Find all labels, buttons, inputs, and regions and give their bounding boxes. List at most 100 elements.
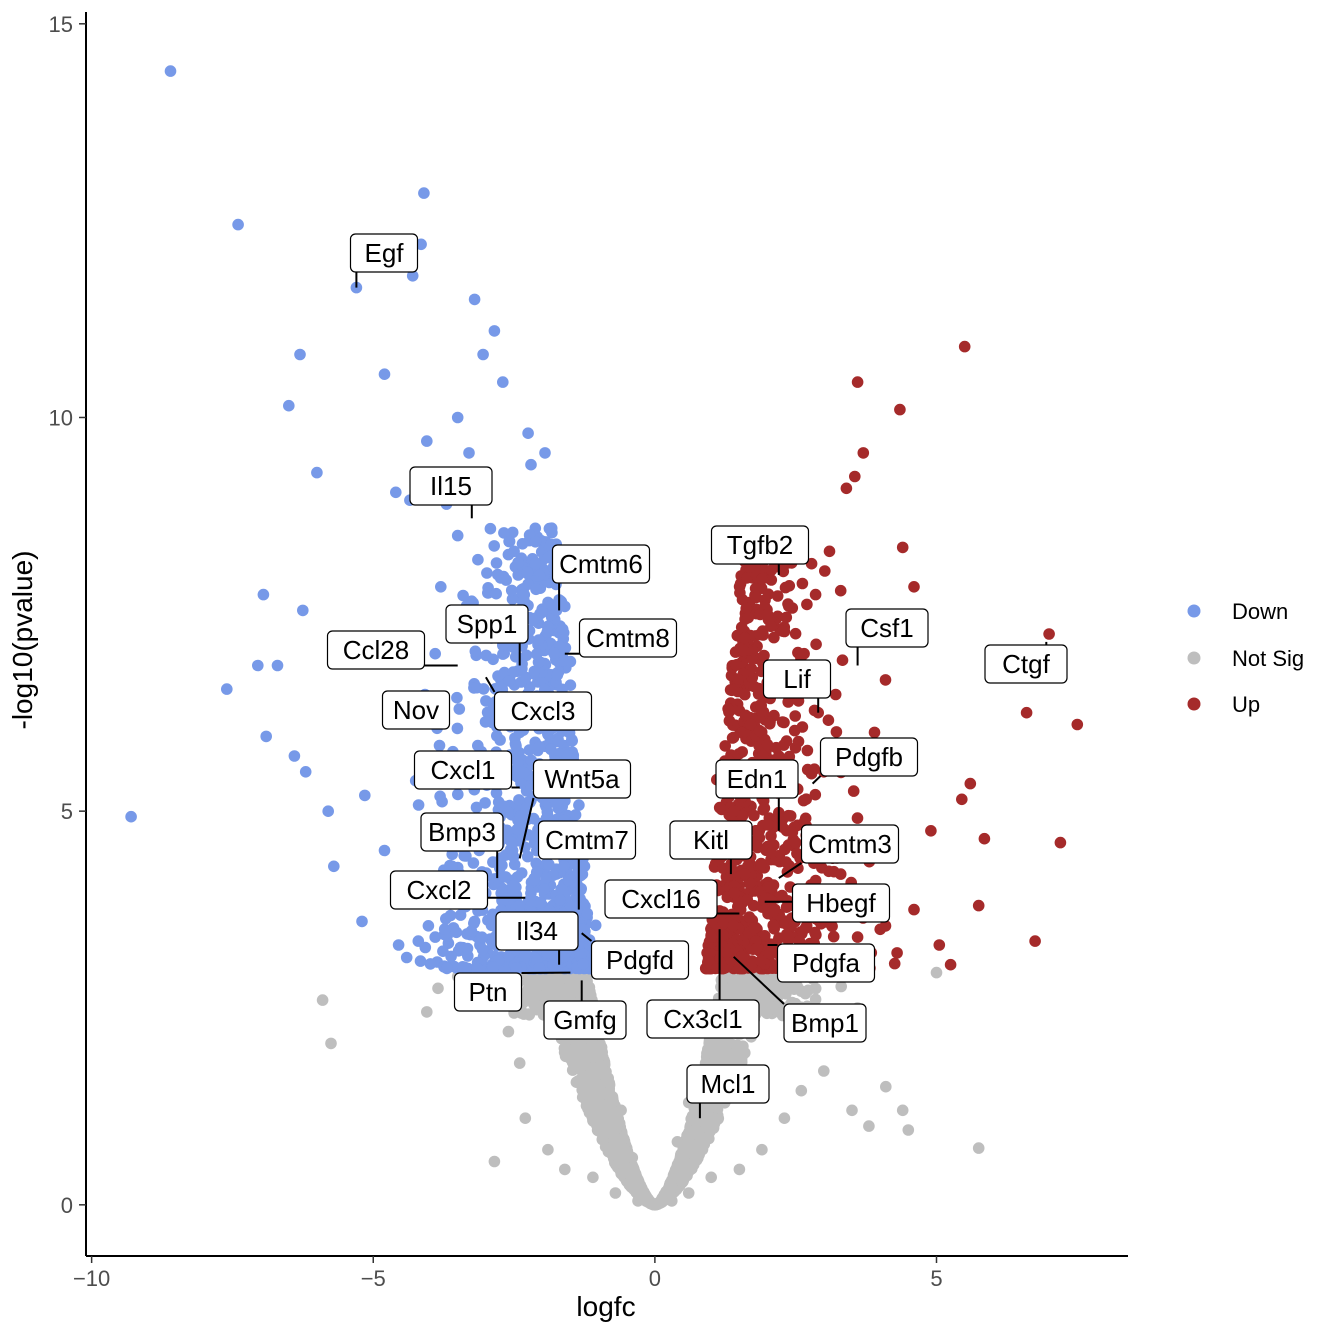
gene-label: Gmfg bbox=[543, 980, 627, 1040]
label-box bbox=[646, 999, 760, 1039]
data-point bbox=[487, 653, 499, 666]
data-point bbox=[526, 980, 539, 993]
data-point bbox=[519, 1112, 532, 1124]
gene-label: Bmp3 bbox=[420, 812, 504, 879]
data-point bbox=[745, 958, 758, 970]
gene-label-text: Kitl bbox=[693, 825, 729, 855]
label-box bbox=[532, 759, 632, 799]
data-point bbox=[731, 1040, 743, 1052]
data-point bbox=[733, 1163, 746, 1176]
data-point bbox=[479, 716, 492, 728]
data-point bbox=[538, 883, 550, 895]
data-point bbox=[762, 588, 775, 600]
legend-entry-up: Up bbox=[1187, 692, 1260, 717]
data-point bbox=[554, 894, 566, 906]
data-point bbox=[822, 714, 835, 726]
data-point bbox=[819, 565, 831, 577]
data-point bbox=[778, 739, 790, 751]
x-tick-label: −5 bbox=[361, 1266, 386, 1291]
data-point bbox=[773, 750, 785, 762]
data-point bbox=[746, 671, 759, 684]
legend-key bbox=[1187, 604, 1201, 618]
data-point bbox=[513, 794, 525, 806]
data-point bbox=[799, 987, 812, 1000]
label-box bbox=[715, 759, 799, 799]
data-point bbox=[789, 710, 801, 722]
label-box bbox=[389, 870, 489, 910]
data-point bbox=[505, 584, 518, 597]
data-point bbox=[297, 604, 309, 617]
data-point bbox=[579, 1091, 591, 1104]
data-point bbox=[392, 939, 405, 951]
data-point bbox=[891, 947, 903, 959]
data-point bbox=[523, 744, 536, 756]
data-point bbox=[753, 978, 766, 990]
label-leader-line bbox=[518, 797, 535, 859]
data-point bbox=[125, 810, 137, 823]
data-point bbox=[801, 744, 814, 757]
data-point bbox=[457, 589, 469, 602]
data-point bbox=[755, 857, 767, 870]
gene-label-text: Cxcl2 bbox=[406, 875, 471, 905]
data-point bbox=[570, 1076, 583, 1088]
data-point bbox=[418, 187, 430, 199]
label-box bbox=[984, 644, 1068, 684]
data-point bbox=[750, 591, 763, 604]
x-tick-label: −10 bbox=[73, 1266, 110, 1291]
data-point bbox=[487, 961, 500, 973]
data-point bbox=[299, 766, 312, 778]
data-point bbox=[964, 777, 977, 790]
data-point bbox=[739, 632, 751, 644]
data-point bbox=[727, 919, 740, 932]
gene-label: Csf1 bbox=[845, 608, 929, 666]
data-point bbox=[744, 877, 756, 889]
data-point bbox=[581, 907, 594, 920]
data-point bbox=[561, 749, 573, 762]
data-point bbox=[710, 1101, 723, 1114]
data-point bbox=[451, 722, 464, 735]
legend-entry-notsig: Not Sig bbox=[1187, 646, 1304, 671]
data-point bbox=[573, 799, 585, 811]
data-point bbox=[471, 681, 483, 694]
data-point bbox=[429, 931, 442, 943]
label-box bbox=[420, 812, 504, 852]
legend-key bbox=[1187, 697, 1201, 711]
label-box bbox=[349, 233, 419, 273]
data-point bbox=[540, 872, 552, 884]
data-point bbox=[528, 665, 541, 678]
data-point bbox=[908, 903, 920, 916]
data-point bbox=[792, 862, 804, 874]
data-point bbox=[510, 740, 522, 752]
label-box bbox=[409, 466, 493, 506]
data-point bbox=[896, 1104, 909, 1117]
data-point bbox=[626, 1151, 639, 1164]
data-point bbox=[829, 688, 842, 701]
data-point bbox=[538, 991, 551, 1004]
label-leader-line bbox=[778, 862, 803, 879]
data-point bbox=[463, 447, 475, 459]
gene-label-text: Pdgfd bbox=[606, 945, 674, 975]
data-point bbox=[571, 974, 584, 986]
data-point bbox=[488, 325, 501, 337]
data-point bbox=[717, 862, 729, 874]
data-point bbox=[765, 847, 778, 859]
data-point bbox=[502, 806, 514, 819]
data-point bbox=[796, 577, 809, 590]
data-point bbox=[849, 470, 861, 483]
data-point bbox=[767, 919, 779, 932]
data-point bbox=[525, 458, 537, 471]
data-point bbox=[513, 899, 526, 912]
data-point bbox=[788, 724, 801, 737]
data-point bbox=[1043, 628, 1055, 640]
data-point bbox=[631, 1172, 643, 1185]
data-point bbox=[679, 1156, 692, 1169]
data-point bbox=[728, 887, 741, 899]
data-point bbox=[836, 654, 849, 666]
data-point bbox=[569, 809, 582, 821]
data-point bbox=[530, 866, 543, 879]
series-down bbox=[125, 65, 602, 975]
gene-label: Cmtm8 bbox=[564, 618, 678, 658]
gene-label-text: Cmtm7 bbox=[545, 825, 629, 855]
data-point bbox=[727, 731, 740, 744]
